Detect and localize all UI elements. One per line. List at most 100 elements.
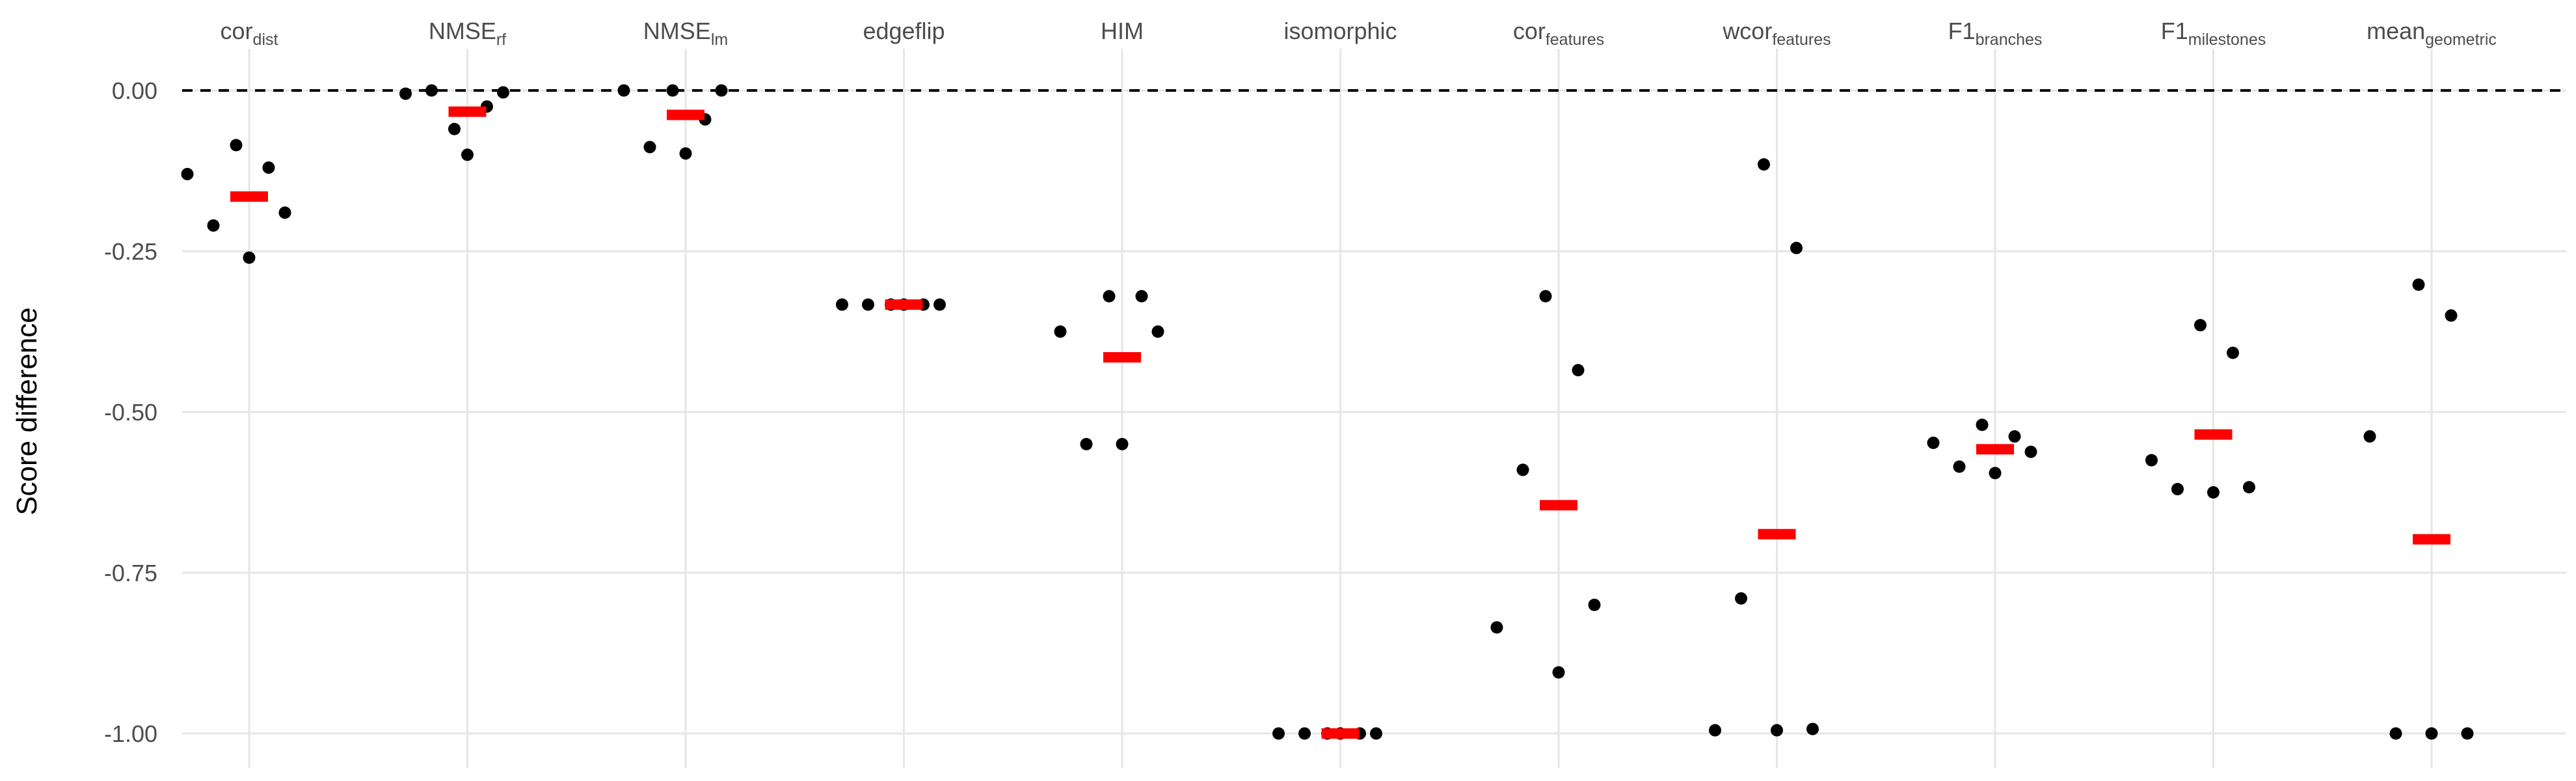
x-tick-label-NMSE_rf: NMSErf	[429, 18, 506, 49]
data-point-F1_milestones	[2145, 454, 2158, 467]
y-tick-label: -0.50	[104, 399, 157, 426]
data-point-edgeflip	[933, 298, 946, 311]
mean-marker-cor_features	[1540, 500, 1577, 511]
data-point-cor_features	[1572, 364, 1585, 377]
data-point-edgeflip	[836, 298, 848, 311]
x-tick-label-main: cor	[221, 18, 253, 44]
data-point-mean_geometric	[2412, 278, 2425, 291]
data-point-cor_features	[1516, 463, 1529, 476]
x-tick-label-main: F1	[2161, 18, 2188, 44]
data-point-NMSE_rf	[425, 84, 438, 97]
y-tick-label: -0.75	[104, 560, 157, 586]
data-point-NMSE_lm	[617, 84, 630, 97]
data-point-cor_features	[1539, 290, 1552, 303]
data-point-cor_dist	[243, 251, 256, 264]
x-tick-label-F1_branches: F1branches	[1948, 18, 2043, 49]
data-point-isomorphic	[1370, 727, 1382, 740]
mean-marker-cor_dist	[230, 191, 268, 202]
data-point-HIM	[1054, 325, 1067, 338]
y-tick-label: -0.25	[104, 238, 157, 265]
x-tick-label-wcor_features: wcorfeatures	[1722, 18, 1831, 49]
data-point-cor_features	[1552, 666, 1565, 679]
x-tick-label-main: isomorphic	[1283, 18, 1397, 44]
data-point-HIM	[1103, 290, 1116, 303]
x-tick-label-subscript: branches	[1976, 31, 2043, 49]
data-point-mean_geometric	[2461, 727, 2474, 740]
y-axis-title: Score difference	[11, 307, 43, 515]
data-point-NMSE_rf	[497, 86, 509, 99]
data-point-mean_geometric	[2445, 309, 2458, 322]
data-point-cor_dist	[181, 167, 194, 180]
data-point-edgeflip	[862, 298, 874, 311]
data-point-F1_milestones	[2227, 346, 2239, 359]
x-tick-label-main: cor	[1513, 18, 1546, 44]
data-point-wcor_features	[1735, 592, 1747, 605]
x-tick-label-main: wcor	[1722, 18, 1772, 44]
data-point-HIM	[1080, 437, 1093, 450]
mean-marker-F1_branches	[1976, 444, 2014, 455]
data-point-isomorphic	[1272, 727, 1285, 740]
data-point-NMSE_lm	[715, 84, 728, 97]
data-point-F1_milestones	[2171, 483, 2184, 496]
data-point-F1_milestones	[2194, 319, 2207, 332]
data-point-HIM	[1151, 325, 1164, 338]
data-point-HIM	[1116, 437, 1129, 450]
mean-marker-wcor_features	[1758, 528, 1796, 540]
data-point-isomorphic	[1298, 727, 1311, 740]
x-tick-label-subscript: lm	[711, 31, 728, 49]
x-tick-label-subscript: dist	[253, 31, 278, 49]
data-point-F1_branches	[1953, 460, 1966, 473]
data-point-wcor_features	[1758, 158, 1770, 171]
data-point-cor_dist	[278, 206, 291, 219]
x-tick-label-edgeflip: edgeflip	[863, 18, 945, 44]
data-point-cor_dist	[262, 161, 275, 174]
mean-marker-HIM	[1103, 352, 1141, 363]
mean-marker-NMSE_rf	[448, 106, 487, 117]
x-tick-label-main: NMSE	[429, 18, 496, 44]
mean-marker-edgeflip	[885, 299, 923, 310]
x-tick-label-subscript: features	[1772, 31, 1831, 49]
mean-marker-F1_milestones	[2194, 429, 2233, 440]
data-point-NMSE_lm	[643, 141, 656, 154]
data-point-NMSE_lm	[679, 147, 692, 160]
data-point-cor_features	[1490, 621, 1503, 634]
grid-layer	[182, 49, 2566, 768]
y-tick-labels: 0.00 -0.25 -0.50 -0.75 -1.00	[104, 77, 157, 747]
x-tick-label-main: mean	[2367, 18, 2425, 44]
data-point-F1_branches	[2008, 430, 2021, 443]
x-tick-label-main: F1	[1948, 18, 1976, 44]
x-tick-label-subscript: milestones	[2188, 31, 2266, 49]
x-tick-label-isomorphic: isomorphic	[1283, 18, 1397, 44]
x-tick-label-F1_milestones: F1milestones	[2161, 18, 2266, 49]
x-tick-label-subscript: features	[1546, 31, 1604, 49]
data-point-wcor_features	[1806, 722, 1819, 735]
data-point-F1_branches	[1927, 436, 1940, 449]
data-point-NMSE_rf	[461, 148, 474, 161]
mean-markers	[230, 106, 2450, 739]
data-point-F1_branches	[1976, 418, 1989, 432]
mean-marker-NMSE_lm	[667, 109, 704, 120]
data-point-wcor_features	[1771, 724, 1783, 737]
data-point-F1_branches	[1989, 467, 2002, 480]
data-point-F1_milestones	[2207, 486, 2220, 499]
x-tick-label-subscript: rf	[496, 31, 506, 49]
data-point-cor_dist	[207, 219, 220, 232]
y-tick-label: -1.00	[104, 720, 157, 747]
y-tick-label: 0.00	[112, 77, 157, 104]
data-point-F1_branches	[2024, 445, 2037, 458]
x-tick-labels: cordist NMSErf NMSElm edgeflip HIM isomorphic…	[221, 18, 2497, 49]
data-point-mean_geometric	[2425, 727, 2438, 740]
data-point-wcor_features	[1709, 724, 1721, 737]
x-tick-label-main: HIM	[1101, 18, 1144, 44]
data-point-F1_milestones	[2243, 481, 2255, 494]
data-point-NMSE_rf	[399, 87, 412, 100]
x-tick-label-NMSE_lm: NMSElm	[643, 18, 728, 49]
x-tick-label-subscript: geometric	[2425, 31, 2497, 49]
x-tick-label-HIM: HIM	[1101, 18, 1144, 44]
x-tick-label-cor_dist: cordist	[221, 18, 278, 49]
mean-marker-mean_geometric	[2413, 534, 2450, 545]
x-tick-label-cor_features: corfeatures	[1513, 18, 1604, 49]
x-tick-label-main: edgeflip	[863, 18, 945, 44]
data-point-NMSE_rf	[448, 122, 461, 135]
